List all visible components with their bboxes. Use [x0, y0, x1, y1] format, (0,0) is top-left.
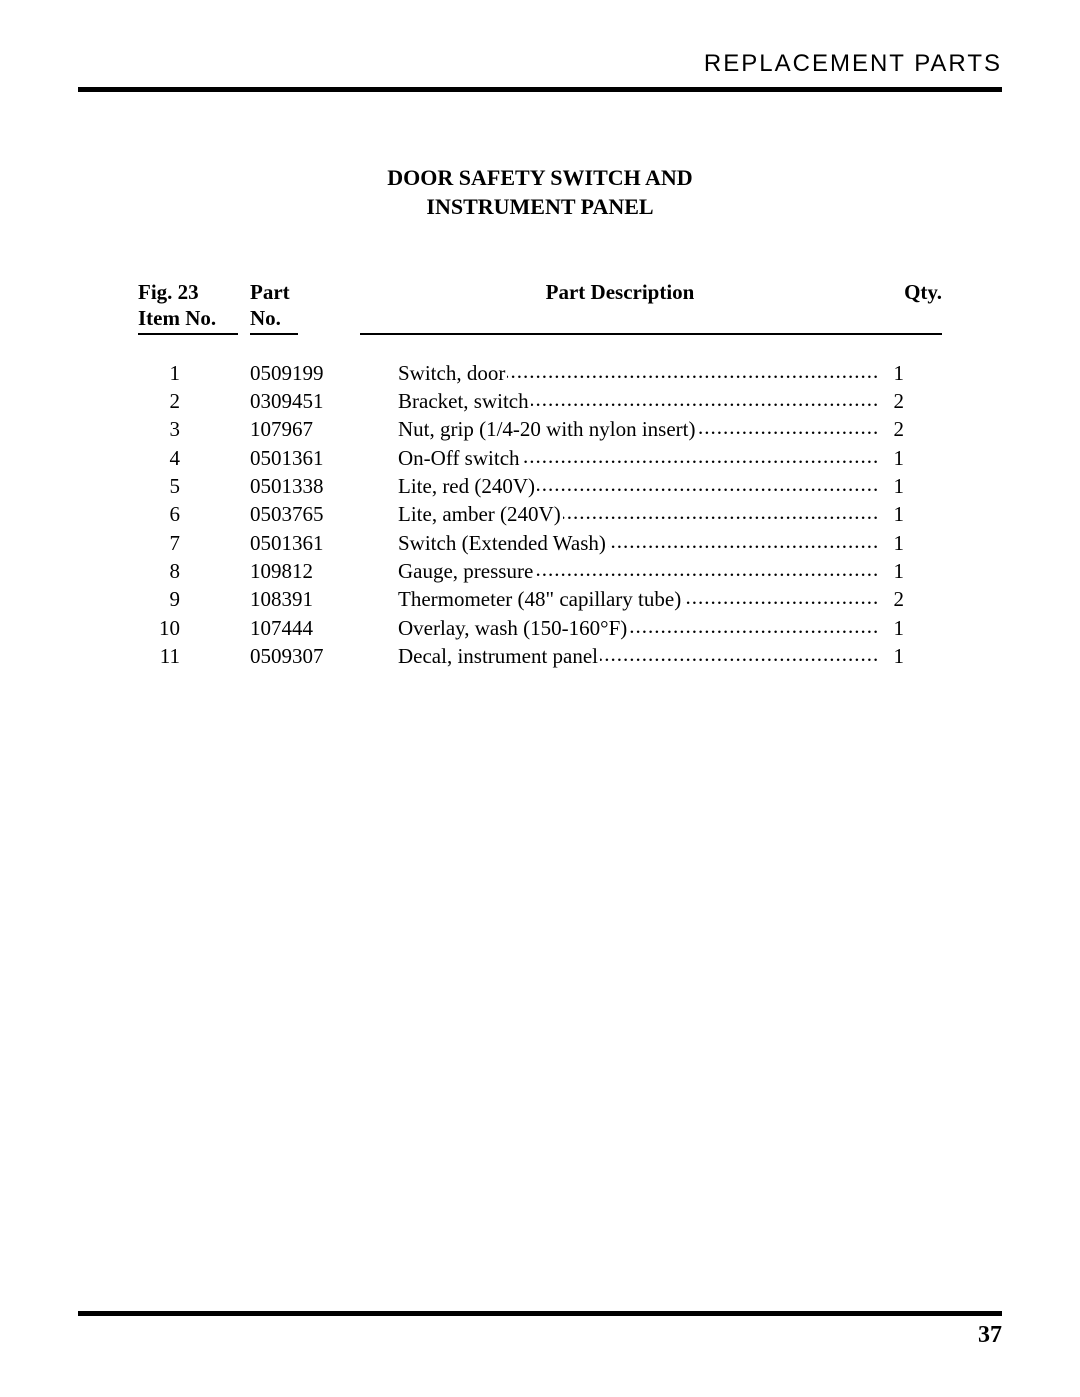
- section-title-line1: DOOR SAFETY SWITCH AND: [78, 164, 1002, 193]
- col-head-item-l2: Item No.: [138, 305, 238, 334]
- cell-item-no: 8: [138, 557, 250, 585]
- cell-qty: 1: [880, 614, 942, 642]
- cell-description: Nut, grip (1/4-20 with nylon insert): [360, 415, 880, 443]
- col-head-part-l1: Part: [250, 279, 360, 305]
- col-head-item: Fig. 23 Item No.: [138, 279, 250, 335]
- table-row: 10107444 Overlay, wash (150-160°F) 1: [138, 614, 942, 642]
- table-row: 9108391Thermometer (48" capillary tube) …: [138, 585, 942, 613]
- cell-item-no: 4: [138, 444, 250, 472]
- cell-part-no: 0503765: [250, 500, 360, 528]
- table-row: 70501361 Switch (Extended Wash) 1: [138, 529, 942, 557]
- col-head-qty: Qty.: [880, 279, 942, 335]
- cell-description: On-Off switch: [360, 444, 880, 472]
- cell-description: Bracket, switch: [360, 387, 880, 415]
- cell-qty: 2: [880, 415, 942, 443]
- cell-qty: 2: [880, 387, 942, 415]
- cell-part-no: 0309451: [250, 387, 360, 415]
- parts-table: Fig. 23 Item No. Part No. Part Descripti…: [138, 279, 942, 670]
- col-head-desc: Part Description: [360, 279, 880, 335]
- cell-item-no: 7: [138, 529, 250, 557]
- cell-item-no: 1: [138, 359, 250, 387]
- cell-part-no: 107444: [250, 614, 360, 642]
- col-head-part-l2: No.: [250, 305, 298, 334]
- section-title-line2: INSTRUMENT PANEL: [78, 193, 1002, 222]
- cell-part-no: 0509199: [250, 359, 360, 387]
- cell-part-no: 0501361: [250, 444, 360, 472]
- cell-qty: 1: [880, 500, 942, 528]
- cell-description-text: Switch (Extended Wash): [398, 531, 608, 555]
- cell-item-no: 9: [138, 585, 250, 613]
- cell-description-text: Overlay, wash (150-160°F): [398, 616, 629, 640]
- col-head-item-l1: Fig. 23: [138, 279, 250, 305]
- cell-item-no: 6: [138, 500, 250, 528]
- cell-description: Gauge, pressure: [360, 557, 880, 585]
- cell-part-no: 0509307: [250, 642, 360, 670]
- cell-description: Switch, door: [360, 359, 880, 387]
- cell-description-text: Thermometer (48" capillary tube): [398, 587, 683, 611]
- cell-item-no: 11: [138, 642, 250, 670]
- table-row: 110509307 Decal, instrument panel 1: [138, 642, 942, 670]
- cell-item-no: 5: [138, 472, 250, 500]
- header-rule: REPLACEMENT PARTS: [78, 50, 1002, 92]
- page: REPLACEMENT PARTS DOOR SAFETY SWITCH AND…: [0, 0, 1080, 1397]
- cell-item-no: 2: [138, 387, 250, 415]
- cell-qty: 1: [880, 444, 942, 472]
- cell-description: Thermometer (48" capillary tube): [360, 585, 880, 613]
- cell-description-text: Gauge, pressure: [398, 559, 535, 583]
- cell-part-no: 0501338: [250, 472, 360, 500]
- page-number: 37: [978, 1322, 1002, 1349]
- table-row: 50501338 Lite, red (240V) 1: [138, 472, 942, 500]
- table-row: 3107967 Nut, grip (1/4-20 with nylon inse…: [138, 415, 942, 443]
- cell-qty: 1: [880, 529, 942, 557]
- cell-part-no: 108391: [250, 585, 360, 613]
- table-row: 60503765 Lite, amber (240V) 1: [138, 500, 942, 528]
- table-row: 20309451Bracket, switch 2: [138, 387, 942, 415]
- section-title: DOOR SAFETY SWITCH AND INSTRUMENT PANEL: [78, 164, 1002, 221]
- col-head-desc-rule: [360, 305, 880, 334]
- cell-description: Lite, red (240V): [360, 472, 880, 500]
- table-body: 10509199Switch, door 120309451Bracket, s…: [138, 359, 942, 671]
- cell-item-no: 10: [138, 614, 250, 642]
- cell-description: Lite, amber (240V): [360, 500, 880, 528]
- col-head-qty-label: Qty.: [880, 279, 942, 305]
- col-head-desc-label: Part Description: [360, 279, 880, 305]
- cell-qty: 1: [880, 557, 942, 585]
- cell-description: Decal, instrument panel: [360, 642, 880, 670]
- cell-description-text: Decal, instrument panel: [398, 644, 600, 668]
- cell-qty: 2: [880, 585, 942, 613]
- cell-part-no: 109812: [250, 557, 360, 585]
- cell-part-no: 0501361: [250, 529, 360, 557]
- col-head-part: Part No.: [250, 279, 360, 335]
- col-head-qty-rule: [880, 305, 942, 334]
- cell-description-text: Bracket, switch: [398, 389, 531, 413]
- cell-item-no: 3: [138, 415, 250, 443]
- table-header: Fig. 23 Item No. Part No. Part Descripti…: [138, 279, 942, 335]
- cell-description-text: Lite, amber (240V): [398, 502, 563, 526]
- cell-qty: 1: [880, 472, 942, 500]
- header-title: REPLACEMENT PARTS: [704, 50, 1002, 78]
- cell-description-text: Nut, grip (1/4-20 with nylon insert): [398, 417, 697, 441]
- table-row: 40501361 On-Off switch 1: [138, 444, 942, 472]
- cell-qty: 1: [880, 642, 942, 670]
- cell-qty: 1: [880, 359, 942, 387]
- cell-description-text: Lite, red (240V): [398, 474, 537, 498]
- cell-description-text: On-Off switch: [398, 446, 522, 470]
- cell-part-no: 107967: [250, 415, 360, 443]
- cell-description: Overlay, wash (150-160°F): [360, 614, 880, 642]
- table-row: 8109812 Gauge, pressure 1: [138, 557, 942, 585]
- cell-description: Switch (Extended Wash): [360, 529, 880, 557]
- table-row: 10509199Switch, door 1: [138, 359, 942, 387]
- cell-description-text: Switch, door: [398, 361, 507, 385]
- footer-rule: 37: [78, 1311, 1002, 1349]
